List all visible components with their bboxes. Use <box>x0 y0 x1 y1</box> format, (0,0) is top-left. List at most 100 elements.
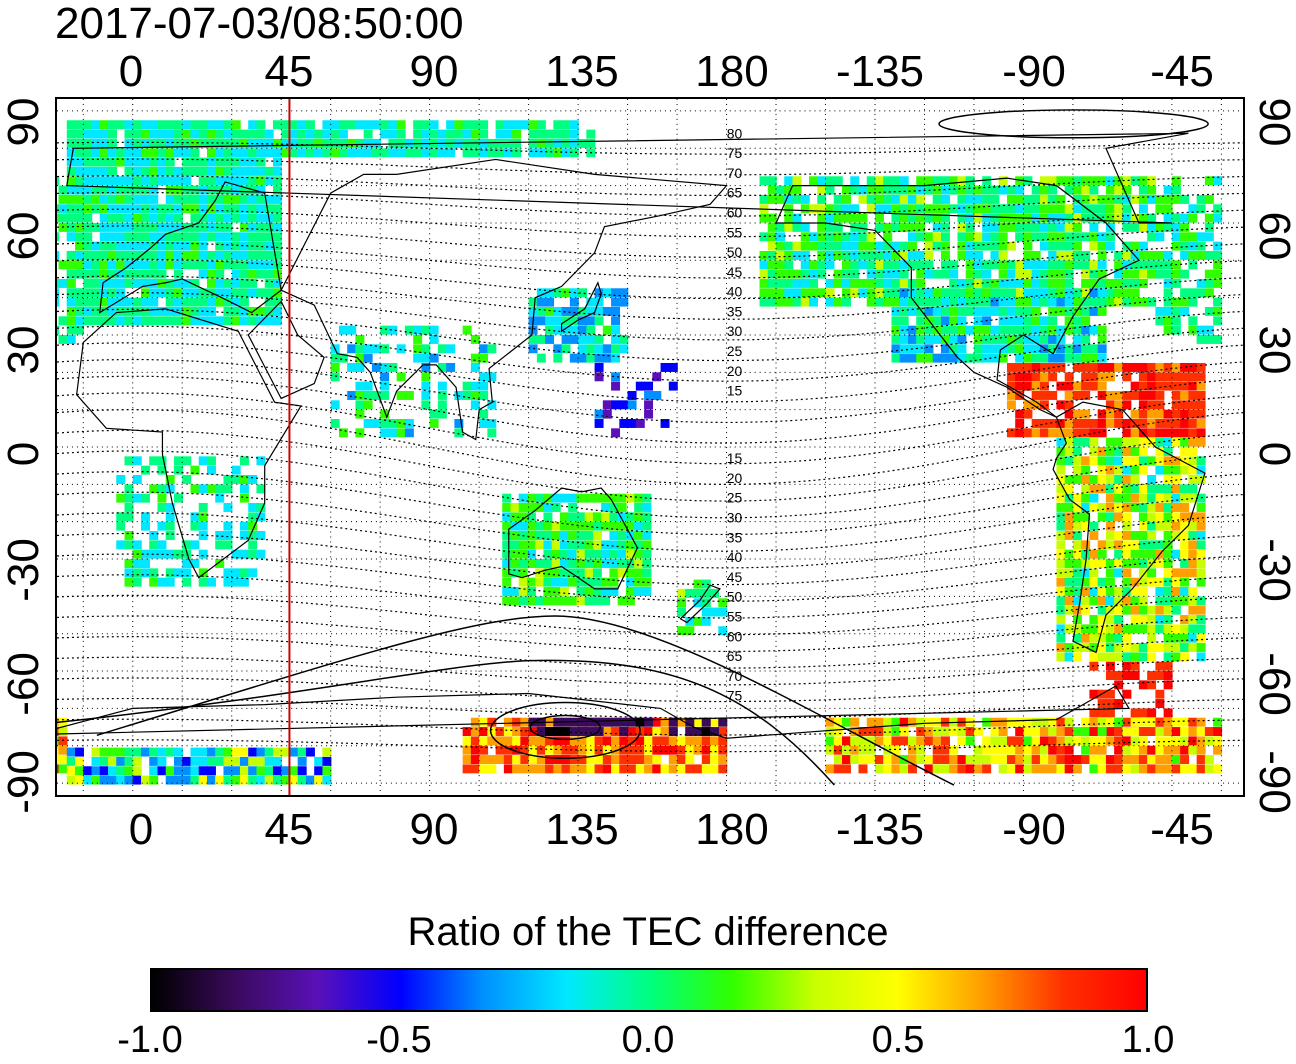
tec-data-cell <box>602 409 612 419</box>
tec-data-cell <box>957 325 967 335</box>
tec-data-cell <box>58 204 68 214</box>
tec-data-cell <box>182 316 192 326</box>
tec-data-cell <box>1023 344 1033 354</box>
tec-data-cell <box>124 138 134 148</box>
tec-data-cell <box>132 269 142 279</box>
tec-data-cell <box>149 484 159 494</box>
tec-data-cell <box>182 577 192 587</box>
tec-data-cell <box>891 325 901 335</box>
tec-data-cell <box>446 129 456 139</box>
mlat-contour <box>57 292 1243 341</box>
tec-data-cell <box>1015 727 1025 737</box>
tec-data-cell <box>1006 204 1016 214</box>
tec-data-cell <box>91 194 101 204</box>
tec-data-cell <box>272 185 282 195</box>
tec-data-cell <box>66 306 76 316</box>
tec-data-cell <box>1015 269 1025 279</box>
tec-data-cell <box>239 222 249 232</box>
tec-data-cell <box>66 138 76 148</box>
tec-data-cell <box>355 409 365 419</box>
tec-data-cell <box>668 736 678 746</box>
tec-data-cell <box>173 222 183 232</box>
tec-data-cell <box>215 747 225 757</box>
tec-data-cell <box>973 316 983 326</box>
tec-data-cell <box>330 138 340 148</box>
tec-data-cell <box>1138 643 1148 652</box>
tec-data-cell <box>1072 316 1082 326</box>
tec-data-cell <box>58 736 68 746</box>
tec-data-cell <box>1130 764 1140 774</box>
tec-data-cell <box>1039 325 1049 335</box>
tec-data-cell <box>124 166 134 176</box>
tec-data-cell <box>825 232 835 242</box>
tec-data-cell <box>75 775 84 785</box>
tec-data-cell <box>1130 727 1140 737</box>
tec-data-cell <box>140 316 150 326</box>
tec-data-cell <box>248 316 258 326</box>
tec-data-cell <box>272 241 282 251</box>
tec-data-cell <box>338 148 348 158</box>
tec-data-cell <box>1089 475 1099 484</box>
tec-data-cell <box>1006 717 1016 727</box>
tec-data-cell <box>1056 503 1066 512</box>
tec-data-cell <box>545 755 555 765</box>
tec-data-cell <box>584 521 594 531</box>
tec-data-cell <box>173 775 183 785</box>
tec-data-cell <box>1171 362 1181 372</box>
tec-data-cell <box>858 250 868 260</box>
tec-map-canvas: 8075706560555045403530252015152025303540… <box>57 99 1243 795</box>
tec-data-cell <box>1031 334 1041 344</box>
tec-data-cell <box>1130 671 1140 680</box>
tec-data-cell <box>617 568 627 578</box>
tec-data-cell <box>1097 540 1107 550</box>
tec-data-cell <box>248 288 258 298</box>
tec-data-cell <box>1138 213 1148 223</box>
tec-data-cell <box>108 120 117 130</box>
tec-data-cell <box>1138 493 1148 503</box>
tec-data-cell <box>578 306 588 316</box>
tec-data-cell <box>1180 447 1190 456</box>
tec-data-cell <box>1163 475 1173 484</box>
tec-data-cell <box>404 418 414 428</box>
tec-data-cell <box>206 129 216 139</box>
tec-data-cell <box>973 213 983 223</box>
tec-data-cell <box>578 288 588 298</box>
tec-data-cell <box>1180 717 1190 727</box>
tec-data-cell <box>611 353 621 363</box>
tec-data-cell <box>231 250 241 260</box>
tec-data-cell <box>1048 194 1058 204</box>
tec-data-cell <box>1114 437 1124 447</box>
tec-data-cell <box>520 727 530 737</box>
tec-data-cell <box>874 213 884 223</box>
tec-data-cell <box>1114 568 1124 578</box>
tec-data-cell <box>973 334 983 344</box>
tec-data-cell <box>701 736 711 746</box>
tec-data-cell <box>108 157 117 167</box>
tec-data-cell <box>108 278 117 288</box>
tec-data-cell <box>1163 306 1173 316</box>
tec-data-cell <box>1064 447 1074 456</box>
tec-data-cell <box>1188 521 1198 531</box>
tec-data-cell <box>75 222 84 232</box>
tec-data-cell <box>617 503 627 512</box>
tec-data-cell <box>1089 232 1099 242</box>
tec-data-cell <box>1122 493 1132 503</box>
mlat-contour <box>57 615 1243 653</box>
tec-data-cell <box>535 503 545 512</box>
tec-data-cell <box>1130 652 1140 662</box>
tec-data-cell <box>91 176 101 186</box>
tec-data-cell <box>817 204 827 214</box>
right-lat-tick: 0 <box>1250 441 1296 467</box>
tec-data-cell <box>1138 372 1148 382</box>
tec-data-cell <box>1081 288 1091 298</box>
tec-data-cell <box>1171 241 1181 251</box>
tec-data-cell <box>899 241 909 251</box>
tec-data-cell <box>1180 643 1190 652</box>
tec-data-cell <box>1105 213 1115 223</box>
tec-data-cell <box>215 166 225 176</box>
mlat-contour <box>57 594 1243 636</box>
tec-data-cell <box>421 372 431 382</box>
tec-data-cell <box>1163 372 1173 382</box>
tec-data-cell <box>1138 185 1148 195</box>
tec-data-cell <box>1097 633 1107 643</box>
